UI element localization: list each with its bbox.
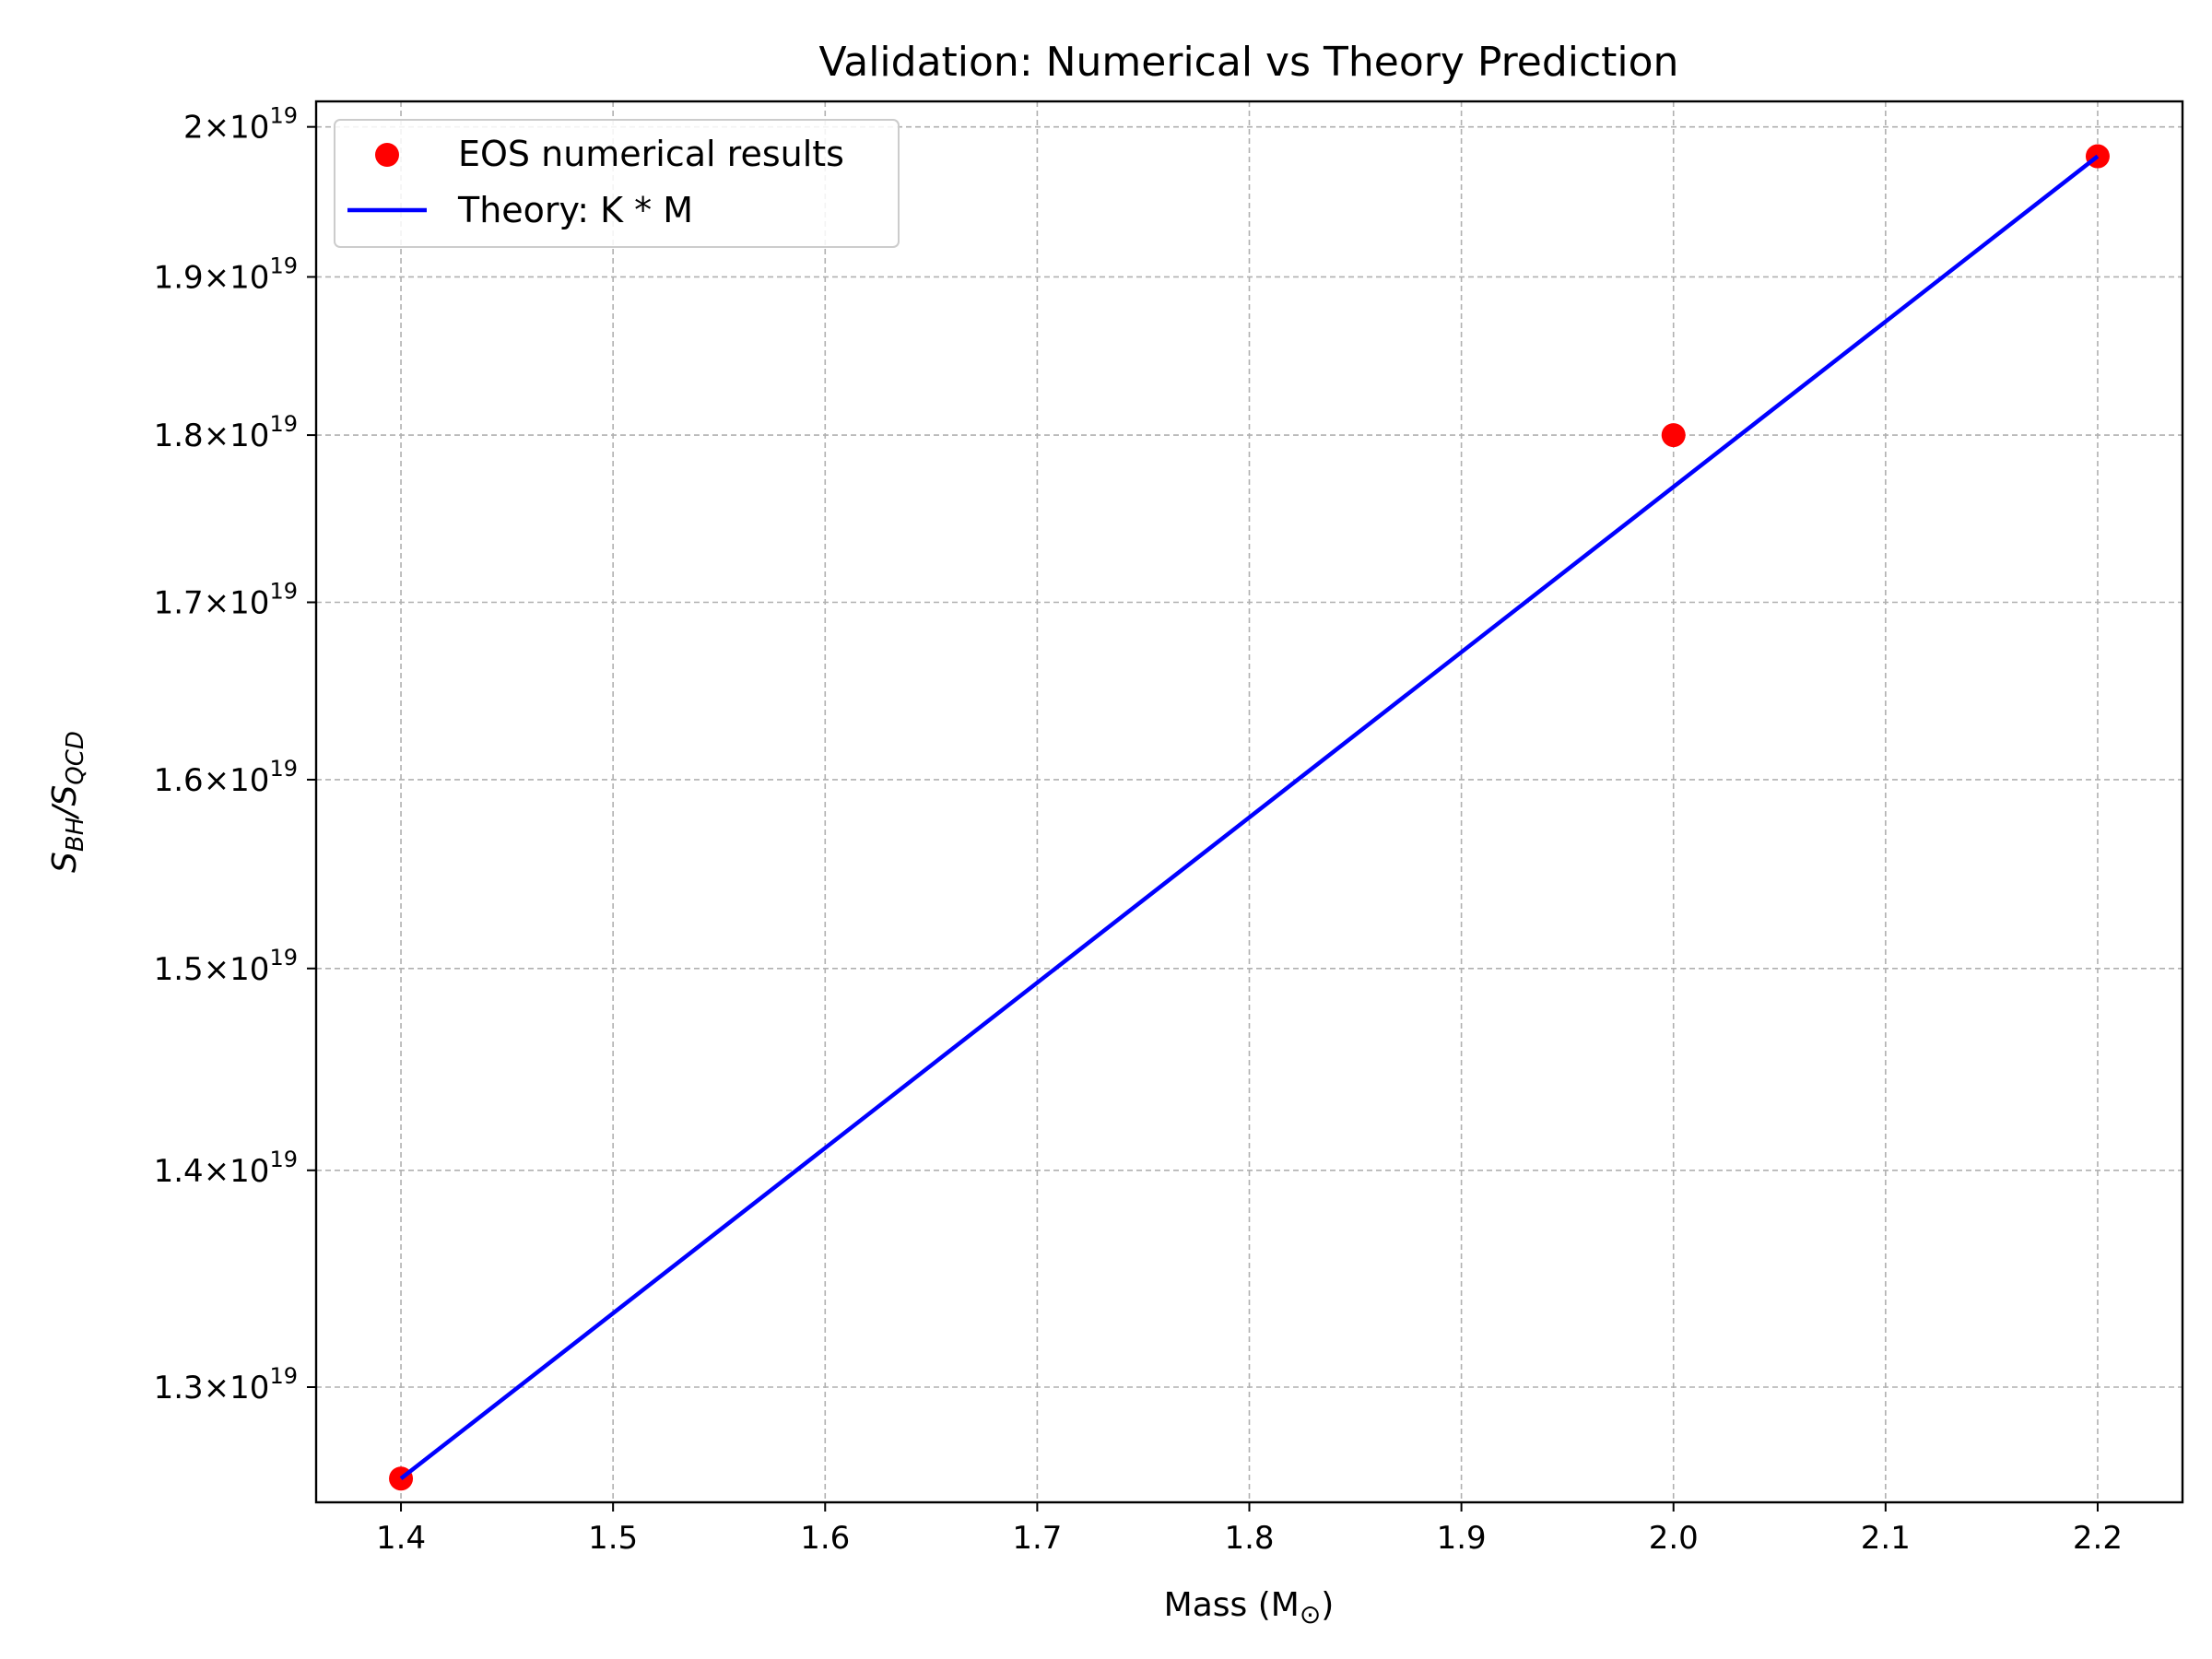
grid-layer (316, 101, 2183, 1502)
x-tick-label: 2.0 (1649, 1520, 1699, 1557)
x-tick-label: 1.4 (376, 1520, 426, 1557)
y-tick-label: 1.4×1019 (154, 1147, 298, 1190)
x-axis-label: Mass (M⊙) (1164, 1586, 1335, 1630)
y-axis-label: SBH/SQCD (46, 731, 89, 873)
x-tick-label: 2.2 (2073, 1520, 2123, 1557)
y-tick-label: 2×1019 (183, 103, 298, 147)
y-tick-label: 1.7×1019 (154, 579, 298, 622)
legend-box (334, 119, 900, 248)
x-tick-label: 1.6 (800, 1520, 850, 1557)
x-tick-label: 1.7 (1012, 1520, 1062, 1557)
x-tick-label: 1.9 (1437, 1520, 1487, 1557)
data-point (1661, 423, 1686, 448)
y-tick-label: 1.3×1019 (154, 1363, 298, 1406)
x-tick-label: 1.5 (588, 1520, 638, 1557)
y-tick-label: 1.8×1019 (154, 411, 298, 454)
series-layer (389, 144, 2110, 1491)
legend-label-line: Theory: K * M (457, 190, 693, 230)
x-tick-label: 2.1 (1861, 1520, 1911, 1557)
y-tick-label: 1.5×1019 (154, 945, 298, 988)
chart-title: Validation: Numerical vs Theory Predicti… (819, 39, 1679, 86)
legend-marker-scatter (375, 143, 399, 167)
legend: EOS numerical results Theory: K * M (334, 119, 900, 248)
theory-line (399, 154, 2100, 1480)
x-tick-label: 1.8 (1224, 1520, 1274, 1557)
y-tick-label: 1.6×1019 (154, 756, 298, 799)
sun-symbol: ⊙ (1300, 1599, 1321, 1630)
y-tick-label: 1.9×1019 (154, 253, 298, 296)
legend-label-scatter: EOS numerical results (458, 134, 844, 174)
tick-layer: 1.4 1.5 1.6 1.7 1.8 1.9 2.0 2.1 2.2 1.3×1019 1.4×1… (154, 103, 2123, 1557)
